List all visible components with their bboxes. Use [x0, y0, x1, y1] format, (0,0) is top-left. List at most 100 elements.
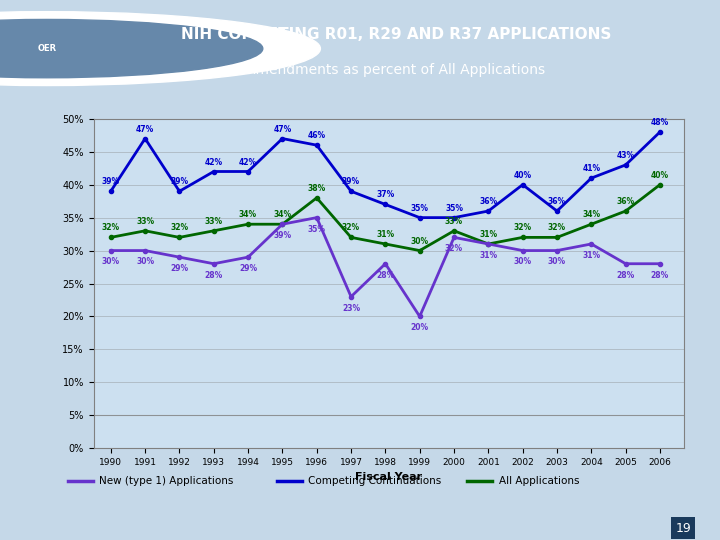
Competing Continuations — [244, 168, 253, 175]
Text: 36%: 36% — [616, 197, 635, 206]
New (type 1) Applications — [210, 260, 218, 267]
Competing Continuations — [415, 214, 424, 221]
Text: OER: OER — [37, 44, 56, 53]
All Applications — [347, 234, 356, 241]
Text: All Applications: All Applications — [498, 476, 579, 485]
Text: 30%: 30% — [513, 258, 532, 266]
All Applications — [381, 241, 390, 247]
All Applications — [484, 241, 492, 247]
Text: NIH COMPETING R01, R29 AND R37 APPLICATIONS: NIH COMPETING R01, R29 AND R37 APPLICATI… — [181, 26, 611, 42]
Text: 30%: 30% — [548, 258, 566, 266]
Competing Continuations — [107, 188, 115, 194]
Circle shape — [0, 12, 320, 85]
Text: 31%: 31% — [480, 230, 498, 239]
Text: Amendments as percent of All Applications: Amendments as percent of All Application… — [246, 63, 546, 77]
All Applications — [415, 247, 424, 254]
New (type 1) Applications — [656, 260, 665, 267]
Text: 48%: 48% — [651, 118, 669, 127]
Text: 39%: 39% — [342, 177, 360, 186]
Text: 32%: 32% — [513, 224, 532, 232]
Text: 36%: 36% — [480, 197, 498, 206]
Text: 31%: 31% — [377, 230, 395, 239]
All Applications — [450, 227, 459, 234]
New (type 1) Applications — [415, 313, 424, 320]
New (type 1) Applications — [587, 241, 595, 247]
Text: 34%: 34% — [582, 210, 600, 219]
Competing Continuations — [450, 214, 459, 221]
Competing Continuations — [347, 188, 356, 194]
Competing Continuations — [484, 208, 492, 214]
Line: New (type 1) Applications: New (type 1) Applications — [109, 215, 662, 319]
New (type 1) Applications — [312, 214, 321, 221]
Text: 34%: 34% — [274, 210, 292, 219]
Text: 23%: 23% — [342, 303, 360, 313]
Text: 43%: 43% — [616, 151, 635, 160]
Text: 20%: 20% — [410, 323, 428, 332]
New (type 1) Applications — [244, 254, 253, 260]
New (type 1) Applications — [484, 241, 492, 247]
Competing Continuations — [553, 208, 562, 214]
Competing Continuations — [312, 142, 321, 149]
All Applications — [210, 227, 218, 234]
Text: 28%: 28% — [204, 271, 223, 280]
Text: 34%: 34% — [239, 210, 257, 219]
Text: Competing Continuations: Competing Continuations — [308, 476, 441, 485]
Competing Continuations — [175, 188, 184, 194]
Text: 40%: 40% — [651, 171, 669, 180]
Text: 28%: 28% — [616, 271, 635, 280]
All Applications — [244, 221, 253, 227]
New (type 1) Applications — [141, 247, 150, 254]
New (type 1) Applications — [450, 234, 459, 241]
Text: 29%: 29% — [171, 264, 189, 273]
Text: 28%: 28% — [377, 271, 395, 280]
Text: 30%: 30% — [410, 237, 428, 246]
Text: New (type 1) Applications: New (type 1) Applications — [99, 476, 234, 485]
Line: Competing Continuations: Competing Continuations — [109, 130, 662, 220]
All Applications — [656, 181, 665, 188]
New (type 1) Applications — [347, 293, 356, 300]
X-axis label: Fiscal Year: Fiscal Year — [355, 472, 423, 482]
All Applications — [553, 234, 562, 241]
Text: 41%: 41% — [582, 164, 600, 173]
New (type 1) Applications — [107, 247, 115, 254]
New (type 1) Applications — [175, 254, 184, 260]
All Applications — [278, 221, 287, 227]
Text: 39%: 39% — [171, 177, 189, 186]
Text: 32%: 32% — [171, 224, 189, 232]
Text: 39%: 39% — [102, 177, 120, 186]
Text: 19: 19 — [675, 522, 691, 535]
Text: 42%: 42% — [239, 158, 257, 166]
Competing Continuations — [656, 129, 665, 135]
Text: 29%: 29% — [239, 264, 257, 273]
Text: 36%: 36% — [548, 197, 566, 206]
New (type 1) Applications — [621, 260, 630, 267]
All Applications — [107, 234, 115, 241]
Competing Continuations — [278, 136, 287, 142]
Text: 40%: 40% — [513, 171, 532, 180]
Competing Continuations — [518, 181, 527, 188]
All Applications — [175, 234, 184, 241]
Text: 31%: 31% — [582, 251, 600, 260]
Circle shape — [0, 19, 263, 78]
All Applications — [518, 234, 527, 241]
New (type 1) Applications — [518, 247, 527, 254]
Text: 33%: 33% — [136, 217, 154, 226]
Text: 39%: 39% — [274, 231, 292, 240]
Text: 33%: 33% — [445, 217, 463, 226]
All Applications — [141, 227, 150, 234]
Text: 35%: 35% — [410, 204, 428, 213]
All Applications — [587, 221, 595, 227]
Text: 30%: 30% — [136, 258, 154, 266]
Text: 32%: 32% — [102, 224, 120, 232]
Text: 31%: 31% — [480, 251, 498, 260]
Text: 38%: 38% — [307, 184, 326, 193]
Text: 28%: 28% — [651, 271, 669, 280]
All Applications — [621, 208, 630, 214]
New (type 1) Applications — [278, 221, 287, 227]
Competing Continuations — [210, 168, 218, 175]
Text: 47%: 47% — [136, 125, 154, 133]
Text: 33%: 33% — [204, 217, 222, 226]
Competing Continuations — [587, 175, 595, 181]
Text: 32%: 32% — [548, 224, 566, 232]
Text: 35%: 35% — [445, 204, 463, 213]
